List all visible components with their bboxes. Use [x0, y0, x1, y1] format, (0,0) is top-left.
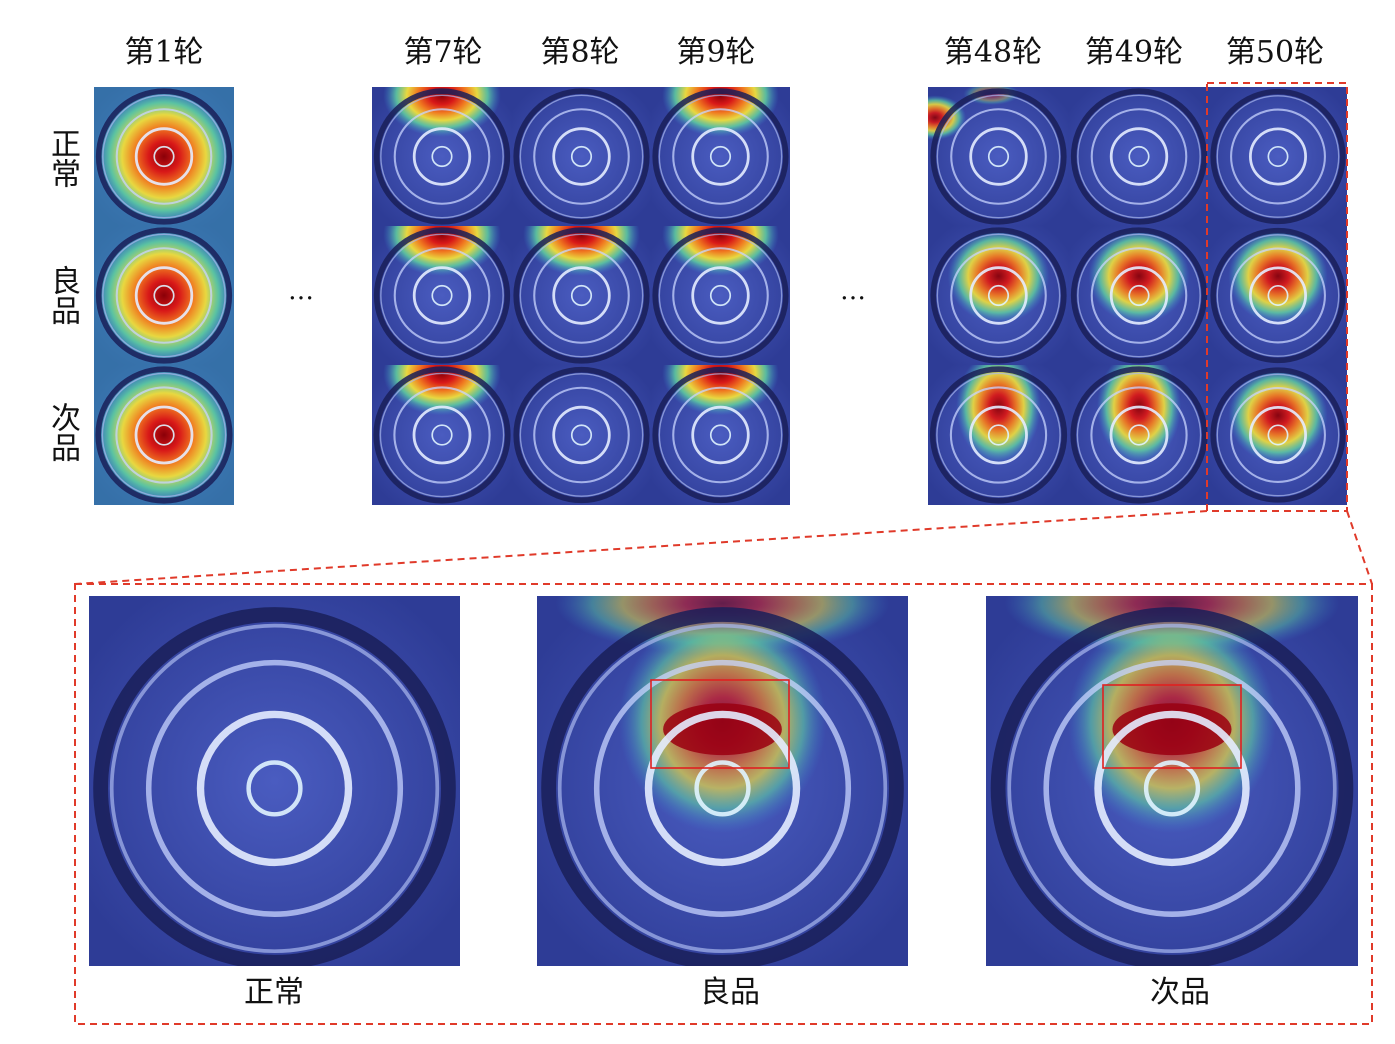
heatmap-tile-r48-defect: [928, 365, 1069, 505]
round-label-8: 第8轮: [540, 35, 620, 70]
round-label-49: 第49轮: [1084, 35, 1184, 70]
heatmap-tile-r1-defect: [94, 365, 234, 505]
detail-image-normal: [89, 596, 460, 966]
heatmap-tile-r49-defect: [1069, 365, 1209, 505]
heatmap-tile-r9-normal: [651, 87, 790, 226]
ellipsis-right: …: [840, 276, 868, 306]
heatmap-tile-r1-good: [94, 226, 234, 365]
heatmap-tile-r9-defect: [651, 365, 790, 505]
heatmap-tile-r50-defect: [1209, 365, 1347, 505]
ellipsis-left: …: [288, 276, 316, 306]
zoom-line-left: [74, 510, 1208, 585]
heatmap-tile-r7-good: [372, 226, 512, 365]
round-label-7: 第7轮: [403, 35, 483, 70]
round-label-9: 第9轮: [676, 35, 756, 70]
row-label-defect: 次品: [45, 402, 80, 462]
detail-caption-normal: 正常: [244, 975, 304, 1010]
zoom-line-right: [1346, 510, 1373, 585]
detail-image-defect: [986, 596, 1358, 966]
heatmap-tile-r48-good: [928, 226, 1069, 365]
round-label-1: 第1轮: [124, 35, 204, 70]
heatmap-tile-r49-normal: [1069, 87, 1209, 226]
heatmap-tile-r1-normal: [94, 87, 234, 226]
heatmap-tile-r50-good: [1209, 226, 1347, 365]
detail-image-good: [537, 596, 908, 966]
heatmap-tile-r7-defect: [372, 365, 512, 505]
heatmap-tile-r9-good: [651, 226, 790, 365]
row-label-normal: 正常: [45, 128, 80, 188]
heatmap-tile-r8-good: [512, 226, 651, 365]
heatmap-tile-r7-normal: [372, 87, 512, 226]
round-label-50: 第50轮: [1225, 35, 1325, 70]
heatmap-tile-r49-good: [1069, 226, 1209, 365]
round-label-48: 第48轮: [943, 35, 1043, 70]
heatmap-tile-r8-normal: [512, 87, 651, 226]
heatmap-tile-r8-defect: [512, 365, 651, 505]
row-label-good: 良品: [45, 265, 80, 325]
defect-highlight-box: [650, 679, 790, 769]
defect-highlight-box: [1102, 684, 1242, 769]
heatmap-tile-r48-normal: [928, 87, 1069, 226]
detail-caption-good: 良品: [700, 975, 760, 1010]
detail-caption-defect: 次品: [1150, 975, 1210, 1010]
heatmap-tile-r50-normal: [1209, 87, 1347, 226]
